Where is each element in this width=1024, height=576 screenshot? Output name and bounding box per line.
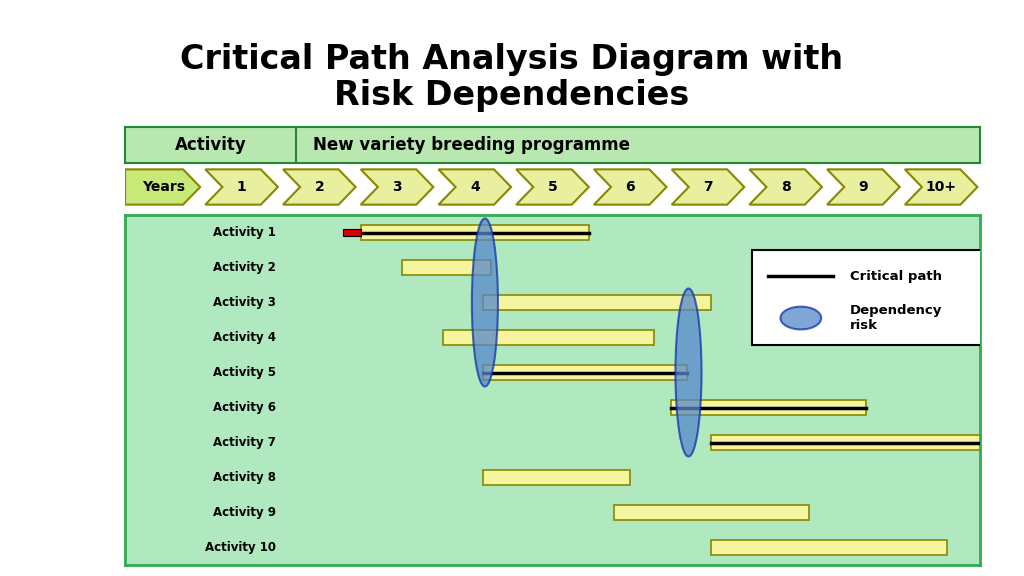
Polygon shape <box>360 169 433 204</box>
Bar <box>343 229 361 236</box>
Bar <box>483 469 630 486</box>
Text: Activity: Activity <box>175 136 247 154</box>
Text: Years: Years <box>142 180 185 194</box>
Polygon shape <box>672 169 744 204</box>
Bar <box>712 435 1024 450</box>
Text: Activity 4: Activity 4 <box>213 331 275 344</box>
Polygon shape <box>905 169 978 204</box>
Text: New variety breeding programme: New variety breeding programme <box>313 136 630 154</box>
Polygon shape <box>516 169 589 204</box>
Bar <box>752 250 1024 344</box>
Text: Activity 5: Activity 5 <box>213 366 275 379</box>
Bar <box>483 365 687 380</box>
Text: Activity 10: Activity 10 <box>205 541 275 554</box>
Text: Activity 7: Activity 7 <box>213 436 275 449</box>
Text: 6: 6 <box>626 180 635 194</box>
Text: Activity 2: Activity 2 <box>213 261 275 274</box>
Bar <box>671 400 866 415</box>
Ellipse shape <box>780 306 821 329</box>
Text: Activity 1: Activity 1 <box>213 226 275 239</box>
Polygon shape <box>827 169 900 204</box>
Polygon shape <box>438 169 511 204</box>
Polygon shape <box>125 169 200 204</box>
Text: 1: 1 <box>237 180 247 194</box>
Bar <box>442 329 654 346</box>
Polygon shape <box>750 169 822 204</box>
Text: Activity 9: Activity 9 <box>213 506 275 519</box>
Polygon shape <box>205 169 278 204</box>
Text: 8: 8 <box>781 180 791 194</box>
Bar <box>483 295 712 310</box>
Text: 3: 3 <box>392 180 401 194</box>
Polygon shape <box>594 169 667 204</box>
Text: 7: 7 <box>703 180 713 194</box>
Text: 10+: 10+ <box>926 180 956 194</box>
Ellipse shape <box>472 218 498 386</box>
Text: 5: 5 <box>548 180 557 194</box>
Text: Risk Dependencies: Risk Dependencies <box>335 78 689 112</box>
Text: Dependency
risk: Dependency risk <box>850 304 942 332</box>
Text: Critical path: Critical path <box>850 270 942 283</box>
Text: 2: 2 <box>314 180 325 194</box>
Bar <box>401 260 492 275</box>
Polygon shape <box>283 169 355 204</box>
Ellipse shape <box>676 289 701 457</box>
Bar <box>712 540 947 555</box>
Text: 4: 4 <box>470 180 479 194</box>
Bar <box>613 505 809 520</box>
Text: 9: 9 <box>858 180 868 194</box>
Text: Activity 8: Activity 8 <box>213 471 275 484</box>
Bar <box>361 225 589 240</box>
Text: Critical Path Analysis Diagram with: Critical Path Analysis Diagram with <box>180 44 844 77</box>
Text: Activity 6: Activity 6 <box>213 401 275 414</box>
Text: Activity 3: Activity 3 <box>213 296 275 309</box>
